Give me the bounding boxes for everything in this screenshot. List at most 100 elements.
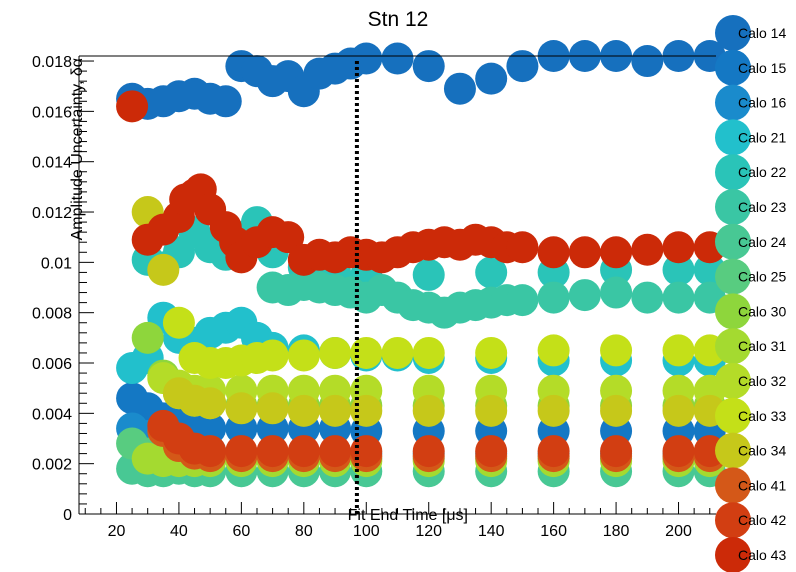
- legend-item: Calo 22: [715, 154, 786, 191]
- data-point: [350, 42, 383, 75]
- data-point: [256, 339, 289, 372]
- y-tick-label: 0.002: [32, 457, 72, 474]
- legend-marker: [715, 502, 751, 539]
- x-tick-label: 20: [108, 523, 126, 540]
- legend-marker: [715, 119, 751, 156]
- data-point: [194, 435, 227, 468]
- data-point: [568, 236, 601, 269]
- legend-item: Calo 21: [715, 119, 786, 156]
- data-point: [225, 392, 258, 425]
- data-point: [475, 336, 508, 369]
- y-tick-label: 0.008: [32, 306, 72, 323]
- legend-item: Calo 24: [715, 223, 786, 260]
- x-tick-label: 40: [170, 523, 188, 540]
- legend-label: Calo 41: [738, 477, 786, 493]
- legend-marker: [715, 432, 751, 469]
- legend-label: Calo 25: [738, 269, 786, 285]
- x-tick-label: 200: [665, 523, 692, 540]
- legend-label: Calo 21: [738, 129, 786, 145]
- legend-marker: [715, 258, 751, 295]
- legend-item: Calo 16: [715, 84, 786, 121]
- data-point: [600, 276, 633, 309]
- data-point: [412, 336, 445, 369]
- legend-item: Calo 15: [715, 49, 786, 86]
- legend-item: Calo 30: [715, 293, 786, 330]
- data-point: [537, 334, 570, 367]
- legend-label: Calo 24: [738, 234, 786, 250]
- data-point: [287, 435, 320, 468]
- data-point: [209, 85, 242, 118]
- legend-item: Calo 31: [715, 328, 786, 365]
- legend-label: Calo 43: [738, 547, 786, 563]
- legend-item: Calo 33: [715, 397, 786, 434]
- data-point: [537, 236, 570, 269]
- data-point: [662, 231, 695, 264]
- data-point: [537, 435, 570, 468]
- legend-label: Calo 22: [738, 164, 786, 180]
- x-tick-label: 100: [353, 523, 380, 540]
- legend-marker: [715, 397, 751, 434]
- data-point: [662, 435, 695, 468]
- data-point: [537, 394, 570, 427]
- data-point: [319, 336, 352, 369]
- data-point: [131, 321, 164, 354]
- legend-marker: [715, 328, 751, 365]
- legend-item: Calo 41: [715, 467, 786, 504]
- y-tick-label: 0.004: [32, 406, 72, 423]
- y-tick-label: 0: [63, 507, 72, 524]
- legend-label: Calo 34: [738, 443, 786, 459]
- data-point: [475, 62, 508, 95]
- legend-label: Calo 14: [738, 25, 786, 41]
- data-point: [350, 336, 383, 369]
- legend-item: Calo 14: [715, 15, 786, 51]
- data-point: [412, 435, 445, 468]
- series-12: [131, 196, 726, 427]
- legend-label: Calo 33: [738, 408, 786, 424]
- x-tick-label: 60: [232, 523, 250, 540]
- x-tick-label: 80: [295, 523, 313, 540]
- axes: 20 40 60 80 100 120 140 160 180 200 0 0.002 0.004 0.0…: [32, 54, 716, 540]
- data-point: [412, 50, 445, 83]
- data-point: [116, 90, 149, 123]
- data-point: [381, 336, 414, 369]
- legend-marker: [715, 15, 751, 51]
- data-points: [116, 40, 726, 488]
- x-tick-label: 160: [540, 523, 567, 540]
- data-point: [256, 435, 289, 468]
- y-tick-label: 0.006: [32, 356, 72, 373]
- data-point: [600, 236, 633, 269]
- data-point: [600, 334, 633, 367]
- legend-marker: [715, 467, 751, 504]
- y-tick-label: 0.016: [32, 104, 72, 121]
- legend-item: Calo 43: [715, 537, 786, 572]
- legend-label: Calo 15: [738, 60, 786, 76]
- data-point: [568, 279, 601, 312]
- x-axis-label: Fit End Time [μs]: [348, 507, 468, 524]
- legend-item: Calo 25: [715, 258, 786, 295]
- data-point: [506, 284, 539, 317]
- chart-title: Stn 12: [368, 8, 429, 31]
- legend-marker: [715, 154, 751, 191]
- x-tick-label: 180: [603, 523, 630, 540]
- legend-marker: [715, 189, 751, 225]
- data-point: [162, 306, 195, 339]
- x-tick-label: 120: [415, 523, 442, 540]
- data-point: [475, 394, 508, 427]
- data-point: [662, 394, 695, 427]
- legend-label: Calo 30: [738, 303, 786, 319]
- data-point: [475, 256, 508, 289]
- legend-marker: [715, 223, 751, 260]
- legend-marker: [715, 363, 751, 399]
- data-point: [506, 231, 539, 264]
- data-point: [662, 253, 695, 286]
- data-point: [256, 392, 289, 425]
- data-point: [147, 253, 180, 286]
- legend-marker: [715, 537, 751, 572]
- data-point: [287, 339, 320, 372]
- legend-marker: [715, 293, 751, 330]
- y-tick-label: 0.018: [32, 54, 72, 71]
- x-tick-label: 140: [478, 523, 505, 540]
- data-point: [225, 435, 258, 468]
- data-point: [319, 435, 352, 468]
